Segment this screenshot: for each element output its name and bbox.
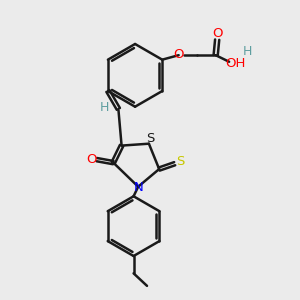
Text: S: S bbox=[146, 132, 154, 145]
Text: O: O bbox=[173, 48, 184, 61]
Text: S: S bbox=[176, 155, 185, 168]
Text: H: H bbox=[100, 101, 110, 114]
Text: N: N bbox=[134, 181, 144, 194]
Text: H: H bbox=[242, 45, 252, 58]
Text: O: O bbox=[212, 27, 222, 40]
Text: O: O bbox=[86, 152, 97, 166]
Text: OH: OH bbox=[226, 57, 246, 70]
